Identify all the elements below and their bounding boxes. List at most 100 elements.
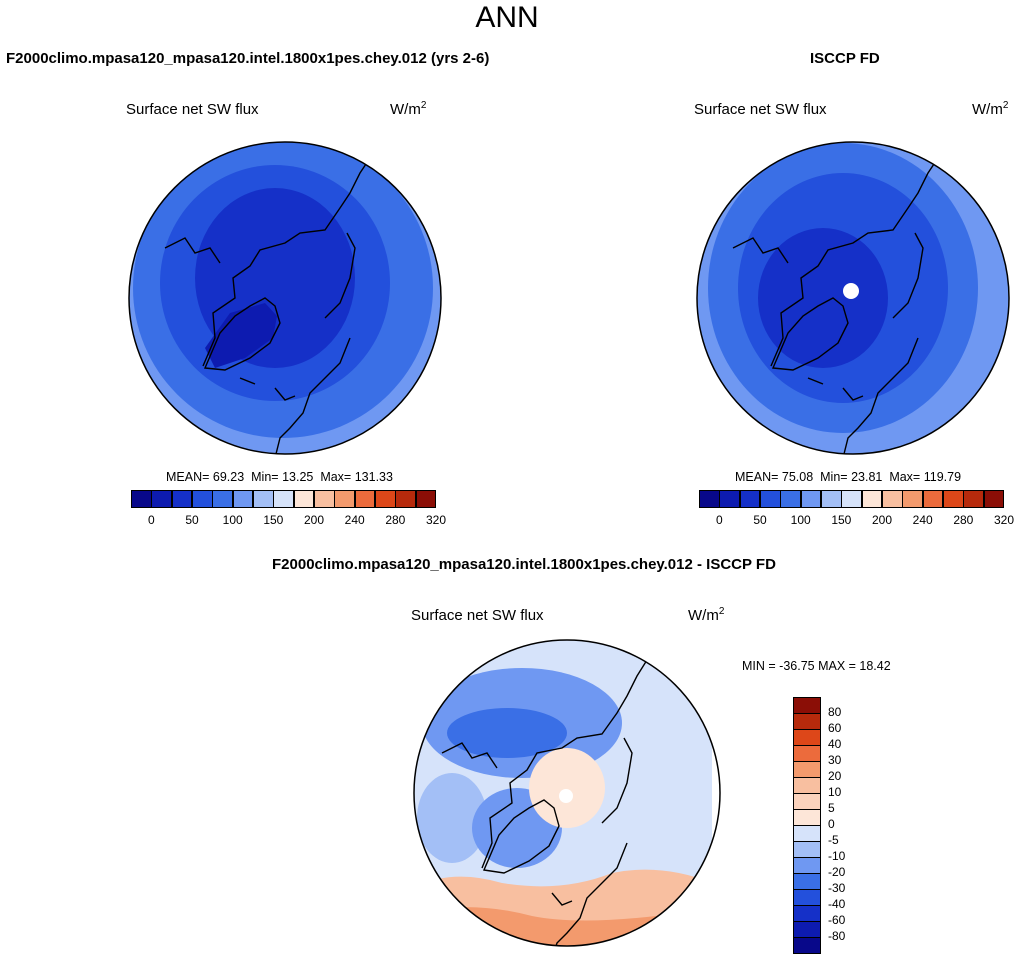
diff-colorbar-box	[793, 729, 821, 746]
diff-pole-missing	[559, 789, 573, 803]
model-colorbar-box	[151, 490, 173, 508]
obs-colorbar-box	[800, 490, 822, 508]
model-polar-map	[128, 141, 442, 455]
obs-colorbar	[699, 490, 1005, 508]
obs-variable-label: Surface net SW flux	[694, 101, 827, 118]
model-map-border	[128, 141, 442, 455]
model-colorbar-tick-label: 0	[147, 513, 155, 527]
diff-field-west-neg	[417, 773, 487, 863]
model-colorbar-box	[273, 490, 295, 508]
diff-colorbar-box	[793, 793, 821, 810]
obs-colorbar-tick-label: 0	[715, 513, 723, 527]
obs-polar-map	[696, 141, 1010, 455]
model-colorbar-tick-label: 150	[263, 513, 284, 527]
model-field-greenland	[205, 303, 277, 368]
obs-colorbar-box	[882, 490, 903, 508]
obs-colorbar-box	[699, 490, 720, 508]
obs-colorbar-tick-label: 50	[753, 513, 767, 527]
obs-colorbar-box	[760, 490, 781, 508]
diff-colorbar-box	[793, 697, 821, 714]
diff-case-title: F2000climo.mpasa120_mpasa120.intel.1800x…	[272, 556, 776, 573]
diff-colorbar-box	[793, 873, 821, 890]
diff-colorbar-tick-label: 40	[828, 737, 842, 751]
model-colorbar-box	[314, 490, 335, 508]
diff-colorbar-tick-label: -60	[828, 913, 846, 927]
diff-colorbar-tick-label: 5	[828, 801, 835, 815]
diff-colorbar-tick-label: -5	[828, 833, 839, 847]
diff-colorbar-tick-label: 30	[828, 753, 842, 767]
model-colorbar	[131, 490, 437, 508]
obs-case-title: ISCCP FD	[810, 50, 880, 67]
model-colorbar-tick-label: 240	[344, 513, 365, 527]
diff-colorbar-tick-label: -10	[828, 849, 846, 863]
model-case-title: F2000climo.mpasa120_mpasa120.intel.1800x…	[6, 50, 490, 67]
diff-colorbar-tick-label: -80	[828, 929, 846, 943]
obs-colorbar-box	[963, 490, 985, 508]
obs-field-band-3	[758, 228, 888, 368]
diff-colorbar-tick-label: 20	[828, 769, 842, 783]
obs-colorbar-tick-label: 280	[953, 513, 974, 527]
model-colorbar-tick-label: 280	[385, 513, 406, 527]
model-colorbar-box	[253, 490, 274, 508]
obs-stats: MEAN= 75.08 Min= 23.81 Max= 119.79	[735, 470, 962, 484]
diff-field-pole-pos	[529, 748, 605, 828]
obs-colorbar-box	[719, 490, 741, 508]
model-colorbar-box	[192, 490, 213, 508]
obs-colorbar-box	[943, 490, 964, 508]
model-colorbar-box	[212, 490, 234, 508]
diff-colorbar-box	[793, 713, 821, 730]
diff-colorbar-box	[793, 809, 821, 826]
diff-colorbar-tick-label: 0	[828, 817, 835, 831]
diff-stats: MIN = -36.75 MAX = 18.42	[742, 659, 891, 673]
obs-colorbar-box	[841, 490, 863, 508]
obs-units: W/m2	[972, 100, 1009, 118]
diff-colorbar-box	[793, 777, 821, 794]
diff-colorbar-box	[793, 761, 821, 778]
obs-colorbar-tick-label: 240	[912, 513, 933, 527]
diff-colorbar-box	[793, 937, 821, 954]
model-colorbar-tick-label: 320	[425, 513, 447, 527]
diff-map-border	[413, 639, 721, 947]
obs-coastlines	[732, 157, 939, 454]
page-title: ANN	[475, 1, 539, 34]
model-colorbar-tick-label: 50	[185, 513, 199, 527]
model-colorbar-box	[415, 490, 437, 508]
diff-colorbar-tick-label: 80	[828, 705, 842, 719]
model-colorbar-box	[131, 490, 152, 508]
model-stat-max: 131.33	[354, 470, 393, 484]
diff-colorbar-tick-label: 10	[828, 785, 842, 799]
obs-colorbar-tick-label: 100	[790, 513, 811, 527]
diff-units: W/m2	[688, 606, 725, 624]
obs-colorbar-box	[739, 490, 761, 508]
obs-colorbar-box	[861, 490, 883, 508]
obs-colorbar-tick-label: 320	[993, 513, 1014, 527]
model-colorbar-tick-label: 100	[222, 513, 243, 527]
model-colorbar-box	[395, 490, 417, 508]
model-coastlines	[164, 157, 371, 454]
obs-stat-max: 119.79	[923, 470, 962, 484]
model-stats: MEAN= 69.23 Min= 13.25 Max= 131.33	[166, 470, 393, 484]
model-colorbar-box	[334, 490, 356, 508]
diff-colorbar-tick-label: -40	[828, 897, 846, 911]
obs-colorbar-box	[902, 490, 924, 508]
diff-colorbar-box	[793, 889, 821, 906]
model-colorbar-box	[375, 490, 396, 508]
obs-stat-min: 23.81	[851, 470, 883, 484]
model-colorbar-box	[171, 490, 193, 508]
model-colorbar-box	[293, 490, 315, 508]
model-colorbar-tick-label: 200	[303, 513, 325, 527]
model-colorbar-box	[232, 490, 254, 508]
diff-colorbar-box	[793, 825, 821, 842]
diff-colorbar-tick-label: 60	[828, 721, 842, 735]
diff-colorbar-tick-label: -20	[828, 865, 846, 879]
obs-colorbar-ticks: 0 50 100 150 200 240 280 320	[699, 513, 1014, 529]
obs-map-border	[696, 141, 1010, 455]
diff-colorbar-tick-label: -30	[828, 881, 846, 895]
obs-colorbar-box	[983, 490, 1005, 508]
diff-field-north-neg-2	[447, 708, 567, 758]
model-units: W/m2	[390, 100, 427, 118]
obs-pole-missing	[843, 283, 859, 299]
model-variable-label: Surface net SW flux	[126, 101, 259, 118]
model-stat-min: 13.25	[282, 470, 314, 484]
diff-polar-map	[413, 639, 721, 947]
